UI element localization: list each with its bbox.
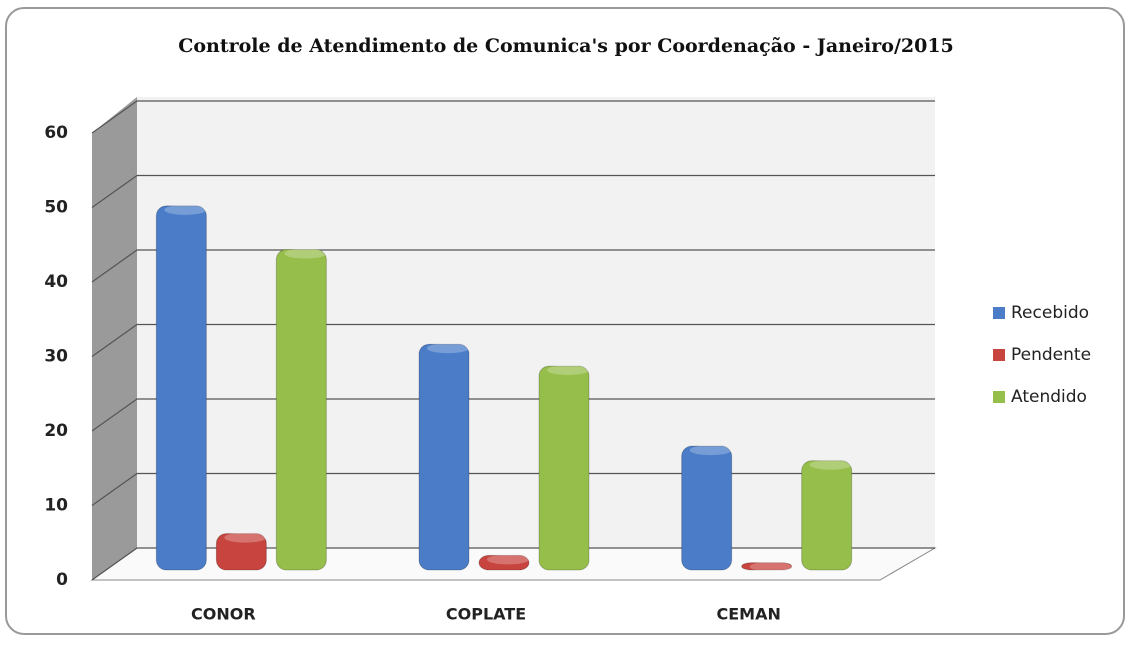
chart-title: Controle de Atendimento de Comunica's po… (178, 35, 954, 57)
legend-label: Recebido (1011, 303, 1089, 323)
y-tick-label: 40 (44, 272, 68, 292)
grid-line (91, 249, 935, 283)
bar-shade (478, 554, 530, 571)
bar-cap (284, 248, 327, 259)
bar (538, 365, 590, 571)
bar-shade (801, 460, 853, 571)
bar-shade (155, 205, 207, 571)
bar-shade (215, 533, 267, 571)
bar (478, 554, 530, 571)
bar-cap (224, 532, 267, 543)
grid-line (91, 472, 935, 506)
grid-line (91, 100, 935, 134)
bar-shade (275, 249, 327, 571)
bar-cap (689, 445, 732, 456)
y-tick-label: 10 (44, 496, 68, 516)
y-tick-label: 20 (44, 421, 68, 441)
bar-shade (418, 343, 470, 571)
bar-cap (487, 554, 529, 565)
bar-cap (164, 204, 207, 215)
legend-label: Atendido (1011, 387, 1087, 407)
legend-swatch (993, 307, 1005, 319)
y-tick-label: 0 (56, 570, 68, 590)
y-tick-label: 30 (44, 347, 68, 367)
grid-line (91, 398, 935, 432)
bar (418, 343, 470, 571)
bar-shade (681, 445, 733, 571)
bar-shade (538, 365, 590, 571)
bar (741, 561, 793, 572)
y-tick-label: 60 (44, 123, 68, 143)
y-tick-label: 50 (44, 198, 68, 218)
x-tick-label: CEMAN (716, 605, 780, 624)
bar-cap (809, 459, 852, 470)
bar-cap (749, 561, 792, 572)
x-tick-label: COPLATE (446, 605, 526, 624)
bar-cap (547, 365, 589, 376)
legend-label: Pendente (1011, 345, 1091, 365)
back-wall (137, 97, 935, 548)
bar-shade (741, 562, 793, 571)
bar (275, 248, 327, 571)
grid-line (91, 323, 935, 357)
bar (215, 532, 267, 571)
left-wall (92, 97, 137, 580)
grid-line (91, 174, 935, 208)
bar-cap (427, 343, 469, 354)
bar (681, 445, 733, 571)
bar (155, 204, 207, 571)
bar (801, 459, 853, 571)
legend-swatch (993, 391, 1005, 403)
legend-swatch (993, 349, 1005, 361)
x-tick-label: CONOR (191, 605, 256, 624)
grid-line (91, 547, 935, 581)
